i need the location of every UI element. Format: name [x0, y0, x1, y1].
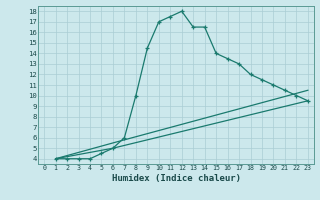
X-axis label: Humidex (Indice chaleur): Humidex (Indice chaleur)	[111, 174, 241, 183]
